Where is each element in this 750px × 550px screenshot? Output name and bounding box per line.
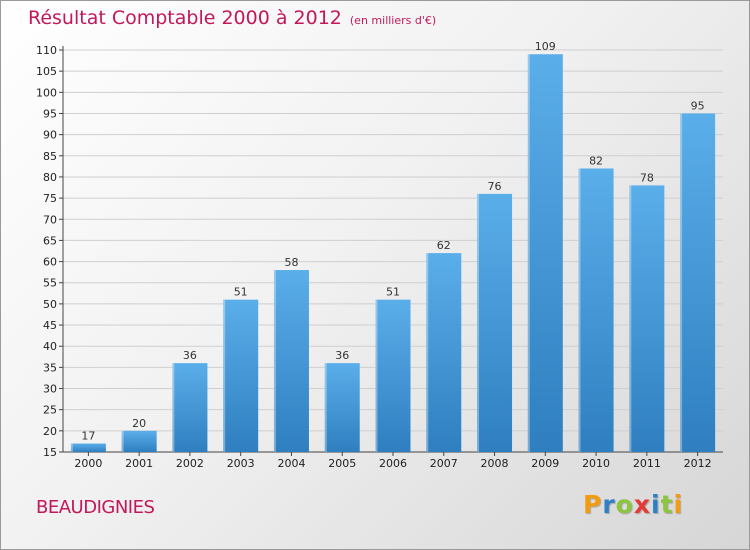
labels: 15 20 25 30 35 40 45 50 55 60 65 70 75 80 85 90 95 100 105… bbox=[36, 40, 712, 470]
data-label: 36 bbox=[335, 349, 349, 362]
x-tick-label: 2008 bbox=[481, 457, 509, 470]
chart-title: Résultat Comptable 2000 à 2012 (en millie… bbox=[28, 7, 436, 29]
y-tick-label: 110 bbox=[36, 44, 57, 57]
bar-2009 bbox=[527, 54, 563, 453]
y-tick-label: 20 bbox=[43, 425, 57, 438]
y-tick-label: 105 bbox=[36, 65, 57, 78]
bar-highlight bbox=[172, 363, 175, 452]
bar-highlight bbox=[324, 363, 327, 452]
data-label: 51 bbox=[386, 286, 400, 299]
y-tick-label: 15 bbox=[43, 446, 57, 459]
x-tick-label: 2004 bbox=[277, 457, 305, 470]
y-tick-label: 25 bbox=[43, 404, 57, 417]
y-tick-label: 60 bbox=[43, 256, 57, 269]
bar-2008 bbox=[477, 193, 513, 452]
data-label: 62 bbox=[437, 239, 451, 252]
y-tick-label: 40 bbox=[43, 340, 57, 353]
logo-letter: t bbox=[660, 490, 674, 519]
data-label: 17 bbox=[81, 430, 95, 443]
bar-2006 bbox=[375, 299, 411, 452]
logo-letter: i bbox=[651, 490, 661, 519]
bar-highlight bbox=[121, 430, 124, 452]
bar-2001 bbox=[121, 430, 157, 452]
y-tick-label: 30 bbox=[43, 383, 57, 396]
y-tick-label: 95 bbox=[43, 107, 57, 120]
bars bbox=[70, 54, 716, 453]
data-label: 82 bbox=[589, 154, 603, 167]
data-label: 58 bbox=[284, 256, 298, 269]
bar-highlight bbox=[629, 185, 632, 452]
bar-2002 bbox=[172, 363, 208, 452]
logo-letter: x bbox=[633, 490, 651, 519]
x-tick-label: 2011 bbox=[633, 457, 661, 470]
chart-unit-note: (en milliers d'€) bbox=[349, 14, 437, 27]
data-label: 20 bbox=[132, 417, 146, 430]
bar-2011 bbox=[629, 185, 665, 452]
y-tick-label: 65 bbox=[43, 234, 57, 247]
data-label: 51 bbox=[234, 286, 248, 299]
bar-2004 bbox=[273, 270, 309, 452]
bar-highlight bbox=[273, 270, 276, 452]
y-tick-label: 100 bbox=[36, 86, 57, 99]
data-label: 76 bbox=[488, 180, 502, 193]
bar-highlight bbox=[426, 253, 429, 452]
x-tick-label: 2000 bbox=[74, 457, 102, 470]
x-tick-label: 2010 bbox=[582, 457, 610, 470]
x-tick-label: 2009 bbox=[531, 457, 559, 470]
y-tick-label: 75 bbox=[43, 192, 57, 205]
bar-highlight bbox=[70, 443, 73, 452]
chart-title-text: Résultat Comptable 2000 à 2012 bbox=[28, 7, 342, 29]
bar-2000 bbox=[70, 443, 106, 452]
y-tick-label: 90 bbox=[43, 129, 57, 142]
bar-highlight bbox=[578, 168, 581, 453]
y-tick-label: 70 bbox=[43, 213, 57, 226]
y-tick-label: 50 bbox=[43, 298, 57, 311]
bar-2010 bbox=[578, 168, 614, 453]
data-label: 109 bbox=[535, 40, 556, 53]
commune-name: BEAUDIGNIES bbox=[36, 497, 155, 518]
data-label: 78 bbox=[640, 171, 654, 184]
proxiti-logo: Proxiti bbox=[583, 490, 683, 519]
x-tick-label: 2007 bbox=[430, 457, 458, 470]
data-label: 95 bbox=[691, 99, 705, 112]
bar-highlight bbox=[223, 299, 226, 452]
logo-letter: o bbox=[615, 490, 634, 519]
logo-letter: r bbox=[602, 490, 616, 519]
data-label: 36 bbox=[183, 349, 197, 362]
bar-highlight bbox=[477, 193, 480, 452]
bar-2003 bbox=[223, 299, 259, 452]
y-tick-label: 55 bbox=[43, 277, 57, 290]
x-tick-label: 2003 bbox=[227, 457, 255, 470]
bar-highlight bbox=[680, 113, 683, 452]
y-tick-label: 35 bbox=[43, 361, 57, 374]
bar-2007 bbox=[426, 253, 462, 452]
bar-2005 bbox=[324, 363, 360, 452]
x-tick-label: 2012 bbox=[684, 457, 712, 470]
bar-highlight bbox=[375, 299, 378, 452]
x-tick-label: 2005 bbox=[328, 457, 356, 470]
x-tick-label: 2002 bbox=[176, 457, 204, 470]
logo-letter: i bbox=[673, 490, 684, 519]
y-tick-label: 80 bbox=[43, 171, 57, 184]
x-tick-label: 2006 bbox=[379, 457, 407, 470]
logo-letter: P bbox=[583, 490, 603, 519]
x-tick-label: 2001 bbox=[125, 457, 153, 470]
bar-2012 bbox=[680, 113, 716, 452]
y-tick-label: 45 bbox=[43, 319, 57, 332]
bar-highlight bbox=[527, 54, 530, 453]
y-tick-label: 85 bbox=[43, 150, 57, 163]
